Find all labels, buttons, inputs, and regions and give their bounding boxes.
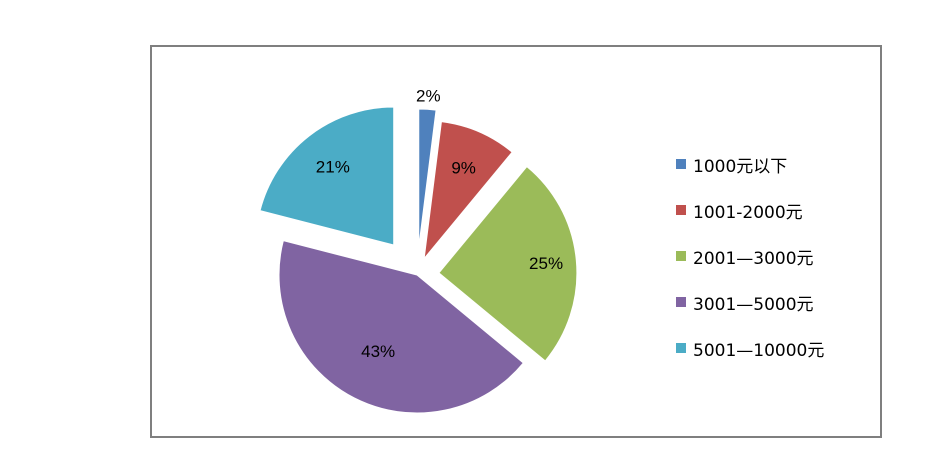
slice-label-2: 9% bbox=[451, 158, 476, 177]
legend-item-4: 3001—5000元 bbox=[676, 279, 824, 325]
legend-swatch-3 bbox=[676, 251, 686, 261]
pie-slice-5 bbox=[259, 106, 395, 246]
legend-swatch-2 bbox=[676, 205, 686, 215]
legend-swatch-4 bbox=[676, 297, 686, 307]
chart-frame: 2% 9% 25% 43% 21% 1000元以下 1001-2000元 2001—3000… bbox=[150, 45, 882, 438]
slice-label-1: 2% bbox=[416, 86, 441, 105]
legend-label-2: 1001-2000元 bbox=[693, 202, 803, 223]
pie-slice-4 bbox=[278, 240, 525, 414]
legend-item-2: 1001-2000元 bbox=[676, 187, 824, 233]
pie-slice-3 bbox=[438, 165, 578, 362]
legend-label-5: 5001—10000元 bbox=[693, 340, 825, 361]
legend-swatch-1 bbox=[676, 159, 686, 169]
legend-label-3: 2001—3000元 bbox=[693, 248, 814, 269]
slice-label-4: 43% bbox=[361, 342, 395, 361]
legend-swatch-5 bbox=[676, 343, 686, 353]
legend: 1000元以下 1001-2000元 2001—3000元 3001—5000元 500… bbox=[676, 141, 824, 371]
slice-label-5: 21% bbox=[316, 157, 350, 176]
slice-label-3: 25% bbox=[529, 254, 563, 273]
legend-item-1: 1000元以下 bbox=[676, 141, 824, 187]
legend-label-4: 3001—5000元 bbox=[693, 294, 814, 315]
pie-slice-1 bbox=[418, 108, 437, 248]
legend-item-3: 2001—3000元 bbox=[676, 233, 824, 279]
pie-chart: 2% 9% 25% 43% 21% bbox=[259, 86, 578, 414]
legend-label-1: 1000元以下 bbox=[693, 156, 788, 177]
legend-item-5: 5001—10000元 bbox=[676, 325, 824, 371]
pie-slice-2 bbox=[423, 121, 513, 261]
